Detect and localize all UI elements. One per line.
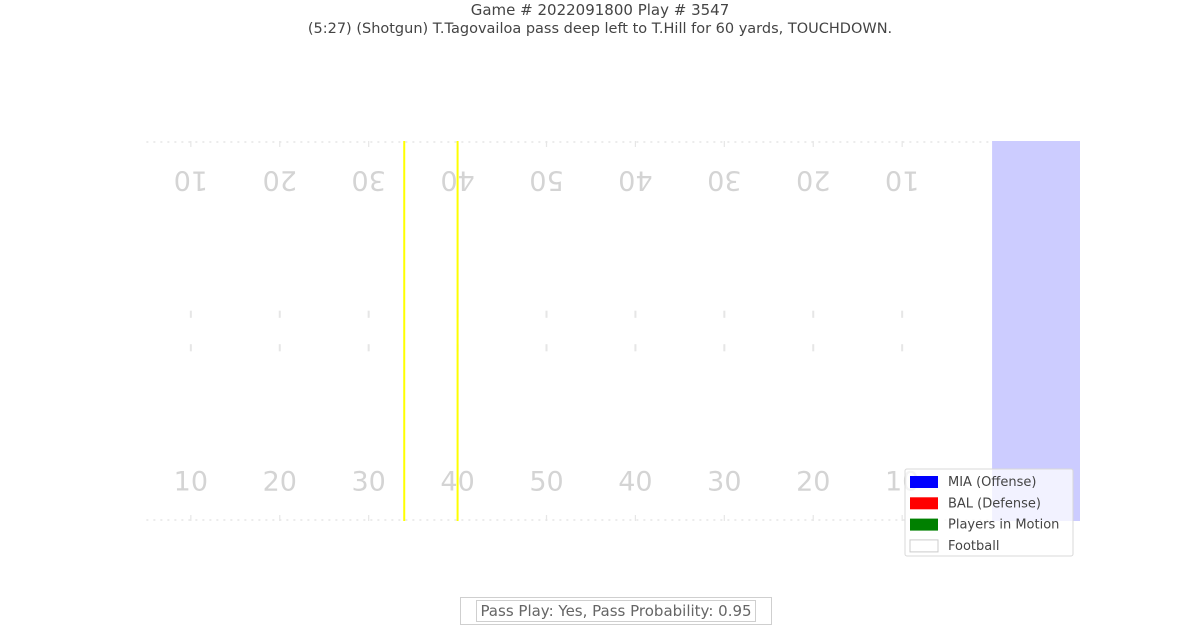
legend-label: Players in Motion xyxy=(948,518,1059,533)
chart-subtitle: (5:27) (Shotgun) T.Tagovailoa pass deep … xyxy=(307,21,893,37)
legend-label: Football xyxy=(948,539,999,554)
pass-prediction-box: Pass Play: Yes, Pass Probability: 0.95 xyxy=(460,597,772,625)
legend-swatch xyxy=(910,497,938,510)
yard-number-top: 10 xyxy=(885,164,919,195)
legend-swatch xyxy=(910,518,938,531)
yard-number-bottom: 20 xyxy=(796,467,830,498)
yard-number-top: 30 xyxy=(351,164,385,195)
yard-number-top: 30 xyxy=(707,164,741,195)
legend-box xyxy=(904,468,1074,557)
legend-swatch xyxy=(910,476,938,488)
yard-number-bottom: 30 xyxy=(351,467,385,498)
yard-number-top: 20 xyxy=(796,164,830,195)
yard-number-bottom: 20 xyxy=(263,467,297,498)
yard-number-top: 40 xyxy=(618,164,652,195)
legend-label: MIA (Offense) xyxy=(948,475,1036,490)
yard-number-top: 50 xyxy=(529,164,563,195)
legend-swatch xyxy=(909,539,939,553)
yard-number-top: 20 xyxy=(263,164,297,195)
endzone xyxy=(991,141,1080,521)
yard-number-bottom: 40 xyxy=(618,467,652,498)
legend-label: BAL (Defense) xyxy=(948,496,1041,511)
chart-title: Game # 2022091800 Play # 3547 xyxy=(470,1,730,19)
pass-prediction-text: Pass Play: Yes, Pass Probability: 0.95 xyxy=(476,600,756,622)
yard-number-top: 10 xyxy=(174,164,208,195)
yard-number-bottom: 10 xyxy=(174,467,208,498)
yard-number-bottom: 50 xyxy=(529,467,563,498)
yard-number-bottom: 30 xyxy=(707,467,741,498)
legend: MIA (Offense) BAL (Defense) Players in Mot… xyxy=(904,468,1074,557)
